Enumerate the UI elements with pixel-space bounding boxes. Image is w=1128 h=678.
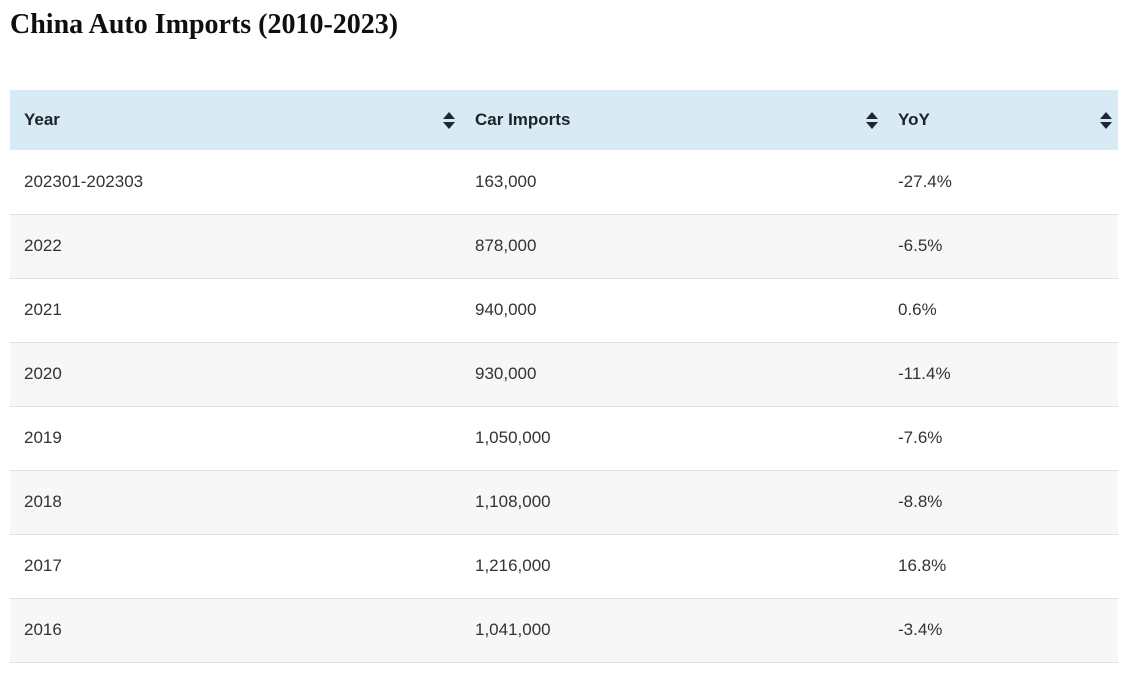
- sort-icon: [1100, 111, 1112, 129]
- cell-year: 2018: [10, 469, 461, 534]
- sort-icon: [443, 111, 455, 129]
- cell-yoy: -27.4%: [884, 150, 1118, 214]
- cell-year: 2022: [10, 213, 461, 278]
- cell-imports: 1,108,000: [461, 469, 884, 534]
- table-row: 2019 1,050,000 -7.6%: [10, 405, 1118, 470]
- table-row: 2017 1,216,000 16.8%: [10, 533, 1118, 598]
- imports-table: Year Car Imports YoY 202301-202303 163,: [10, 90, 1118, 662]
- table-row-partial: [10, 662, 1118, 670]
- cell-imports: 163,000: [461, 150, 884, 214]
- cell-year: 202301-202303: [10, 150, 461, 214]
- table-header: Year Car Imports YoY: [10, 90, 1118, 150]
- cell-yoy: -11.4%: [884, 341, 1118, 406]
- cell-yoy: -7.6%: [884, 405, 1118, 470]
- page-title: China Auto Imports (2010-2023): [10, 9, 399, 40]
- cell-yoy: -8.8%: [884, 469, 1118, 534]
- cell-yoy: -3.4%: [884, 597, 1118, 662]
- column-header-yoy[interactable]: YoY: [884, 90, 1118, 150]
- cell-year: 2017: [10, 533, 461, 598]
- cell-yoy: 0.6%: [884, 277, 1118, 342]
- cell-year: 2019: [10, 405, 461, 470]
- column-header-label: Year: [24, 110, 60, 129]
- column-header-label: YoY: [898, 110, 930, 129]
- cell-imports: 878,000: [461, 213, 884, 278]
- column-header-year[interactable]: Year: [10, 90, 461, 150]
- table-row: 2020 930,000 -11.4%: [10, 341, 1118, 406]
- table-row: 2021 940,000 0.6%: [10, 277, 1118, 342]
- cell-imports: 1,041,000: [461, 597, 884, 662]
- cell-imports: 930,000: [461, 341, 884, 406]
- cell-imports: 1,050,000: [461, 405, 884, 470]
- cell-yoy: -6.5%: [884, 213, 1118, 278]
- column-header-label: Car Imports: [475, 110, 571, 129]
- table-row: 2018 1,108,000 -8.8%: [10, 469, 1118, 534]
- cell-year: 2021: [10, 277, 461, 342]
- cell-year: 2016: [10, 597, 461, 662]
- sort-icon: [866, 111, 878, 129]
- table-row: 2016 1,041,000 -3.4%: [10, 597, 1118, 662]
- table-row: 2022 878,000 -6.5%: [10, 213, 1118, 278]
- column-header-car-imports[interactable]: Car Imports: [461, 90, 884, 150]
- cell-year: 2020: [10, 341, 461, 406]
- cell-imports: 1,216,000: [461, 533, 884, 598]
- cell-imports: 940,000: [461, 277, 884, 342]
- cell-yoy: 16.8%: [884, 533, 1118, 598]
- table-row: 202301-202303 163,000 -27.4%: [10, 150, 1118, 214]
